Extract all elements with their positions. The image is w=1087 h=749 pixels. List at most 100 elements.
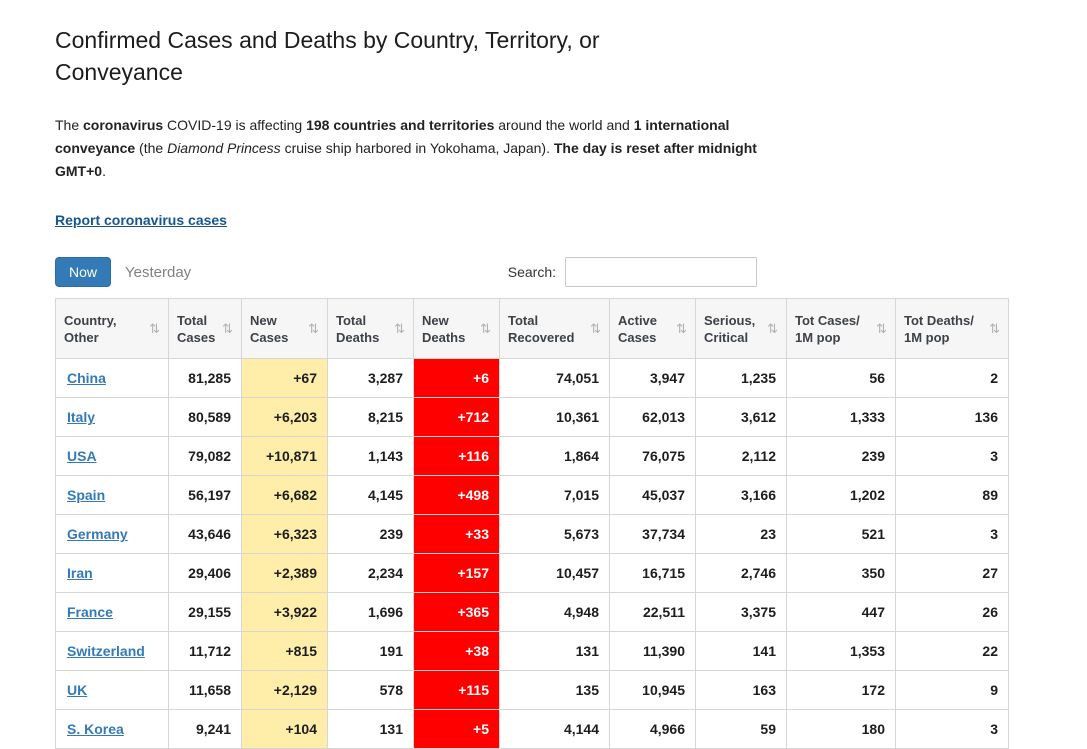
active-cases-cell: 76,075: [609, 436, 696, 477]
intro-bold-reset: The day is reset after midnight GMT+0: [55, 140, 757, 180]
intro-segment: .: [102, 163, 106, 180]
deaths-per-1m-cell: 136: [895, 397, 1009, 438]
country-link[interactable]: Iran: [67, 565, 93, 582]
cases-per-1m-cell: 521: [786, 514, 896, 555]
country-link[interactable]: Spain: [67, 487, 106, 504]
total-cases-cell: 29,155: [168, 592, 242, 633]
search-input[interactable]: [565, 257, 757, 288]
table-row: S. Korea 9,241 +104 131 +5 4,144 4,966 5…: [55, 709, 1009, 749]
total-recovered-cell: 5,673: [499, 514, 610, 555]
deaths-per-1m-cell: 27: [895, 553, 1009, 594]
cases-per-1m-cell: 56: [786, 358, 896, 399]
column-header-total-recovered[interactable]: Total Recovered ⇅: [499, 298, 610, 360]
sort-icon[interactable]: ⇅: [590, 320, 601, 336]
total-recovered-cell: 74,051: [499, 358, 610, 399]
active-cases-cell: 45,037: [609, 475, 696, 516]
total-deaths-cell: 8,215: [327, 397, 414, 438]
country-link[interactable]: S. Korea: [67, 721, 124, 738]
total-recovered-cell: 10,361: [499, 397, 610, 438]
serious-critical-cell: 2,746: [695, 553, 787, 594]
country-cell: France: [55, 592, 169, 633]
total-cases-cell: 80,589: [168, 397, 242, 438]
total-cases-cell: 81,285: [168, 358, 242, 399]
country-link[interactable]: China: [67, 370, 106, 387]
column-header-country[interactable]: Country, Other ⇅: [55, 298, 169, 360]
country-link[interactable]: Germany: [67, 526, 128, 543]
total-recovered-cell: 7,015: [499, 475, 610, 516]
table-row: Spain 56,197 +6,682 4,145 +498 7,015 45,…: [55, 475, 1009, 516]
total-cases-cell: 79,082: [168, 436, 242, 477]
yesterday-button[interactable]: Yesterday: [125, 263, 192, 281]
new-cases-cell: +2,389: [241, 553, 328, 594]
active-cases-cell: 11,390: [609, 631, 696, 672]
total-deaths-cell: 2,234: [327, 553, 414, 594]
sort-icon[interactable]: ⇅: [480, 320, 491, 336]
sort-icon[interactable]: ⇅: [876, 320, 887, 336]
serious-critical-cell: 59: [695, 709, 787, 749]
total-deaths-cell: 239: [327, 514, 414, 555]
page-title: Confirmed Cases and Deaths by Country, T…: [55, 27, 600, 85]
country-link[interactable]: USA: [67, 448, 97, 465]
column-header-total-deaths[interactable]: Total Deaths ⇅: [327, 298, 414, 360]
sort-icon[interactable]: ⇅: [394, 320, 405, 336]
total-recovered-cell: 4,948: [499, 592, 610, 633]
country-link[interactable]: UK: [67, 682, 88, 699]
country-cell: Iran: [55, 553, 169, 594]
sort-icon[interactable]: ⇅: [676, 320, 687, 336]
column-header-total-cases[interactable]: Total Cases ⇅: [168, 298, 242, 360]
active-cases-cell: 16,715: [609, 553, 696, 594]
intro-bold-coronavirus: coronavirus: [83, 117, 164, 134]
country-cell: China: [55, 358, 169, 399]
intro-segment: around the world and: [494, 117, 634, 134]
total-cases-cell: 29,406: [168, 553, 242, 594]
cases-table: Country, Other ⇅ Total Cases ⇅ New Cases ⇅ Tot…: [55, 298, 1009, 749]
column-header-new-cases[interactable]: New Cases ⇅: [241, 298, 328, 360]
cases-per-1m-cell: 239: [786, 436, 896, 477]
column-header-deaths-per-1m[interactable]: Tot Deaths/1M pop ⇅: [895, 298, 1009, 360]
country-cell: S. Korea: [55, 709, 169, 749]
total-deaths-cell: 4,145: [327, 475, 414, 516]
table-row: Switzerland 11,712 +815 191 +38 131 11,3…: [55, 631, 1009, 672]
table-row: USA 79,082 +10,871 1,143 +116 1,864 76,0…: [55, 436, 1009, 477]
new-deaths-cell: +115: [413, 670, 500, 711]
column-header-serious-critical[interactable]: Serious, Critical ⇅: [695, 298, 787, 360]
new-deaths-cell: +6: [413, 358, 500, 399]
country-cell: Italy: [55, 397, 169, 438]
sort-icon[interactable]: ⇅: [989, 320, 1000, 336]
total-deaths-cell: 131: [327, 709, 414, 749]
serious-critical-cell: 141: [695, 631, 787, 672]
serious-critical-cell: 23: [695, 514, 787, 555]
sort-icon[interactable]: ⇅: [767, 320, 778, 336]
intro-segment: (the: [135, 140, 168, 157]
sort-icon[interactable]: ⇅: [149, 320, 160, 336]
sort-icon[interactable]: ⇅: [222, 320, 233, 336]
total-recovered-cell: 1,864: [499, 436, 610, 477]
new-cases-cell: +104: [241, 709, 328, 749]
country-link[interactable]: Switzerland: [67, 643, 145, 660]
column-header-cases-per-1m[interactable]: Tot Cases/1M pop ⇅: [786, 298, 896, 360]
new-deaths-cell: +116: [413, 436, 500, 477]
deaths-per-1m-cell: 3: [895, 709, 1009, 749]
total-recovered-cell: 4,144: [499, 709, 610, 749]
table-row: Italy 80,589 +6,203 8,215 +712 10,361 62…: [55, 397, 1009, 438]
column-header-new-deaths[interactable]: New Deaths ⇅: [413, 298, 500, 360]
now-button[interactable]: Now: [55, 257, 112, 288]
column-header-active-cases[interactable]: Active Cases ⇅: [609, 298, 696, 360]
search-label: Search:: [507, 264, 556, 281]
new-deaths-cell: +157: [413, 553, 500, 594]
serious-critical-cell: 3,612: [695, 397, 787, 438]
total-recovered-cell: 131: [499, 631, 610, 672]
active-cases-cell: 4,966: [609, 709, 696, 749]
report-cases-link[interactable]: Report coronavirus cases: [55, 212, 227, 229]
sort-icon[interactable]: ⇅: [308, 320, 319, 336]
new-deaths-cell: +5: [413, 709, 500, 749]
country-link[interactable]: Italy: [67, 409, 96, 426]
table-body: China 81,285 +67 3,287 +6 74,051 3,947 1…: [55, 358, 1009, 749]
total-cases-cell: 43,646: [168, 514, 242, 555]
table-row: China 81,285 +67 3,287 +6 74,051 3,947 1…: [55, 358, 1009, 399]
total-deaths-cell: 1,696: [327, 592, 414, 633]
deaths-per-1m-cell: 89: [895, 475, 1009, 516]
new-cases-cell: +6,323: [241, 514, 328, 555]
country-link[interactable]: France: [67, 604, 113, 621]
